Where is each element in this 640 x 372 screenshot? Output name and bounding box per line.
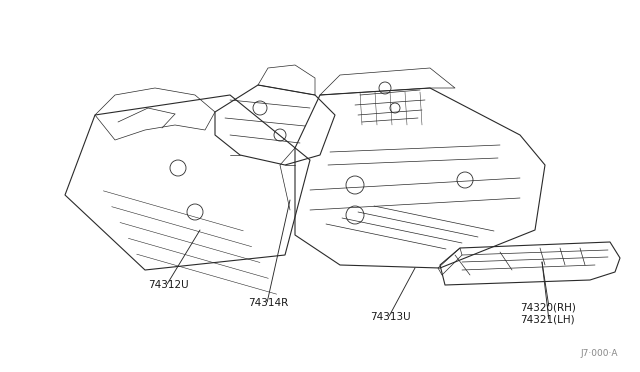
Text: 74321(LH): 74321(LH) [520, 315, 575, 325]
Text: 74313U: 74313U [370, 312, 411, 322]
Text: 74314R: 74314R [248, 298, 288, 308]
Text: 74312U: 74312U [148, 280, 189, 290]
Text: J7·000·A: J7·000·A [580, 349, 618, 358]
Text: 74320(RH): 74320(RH) [520, 302, 576, 312]
